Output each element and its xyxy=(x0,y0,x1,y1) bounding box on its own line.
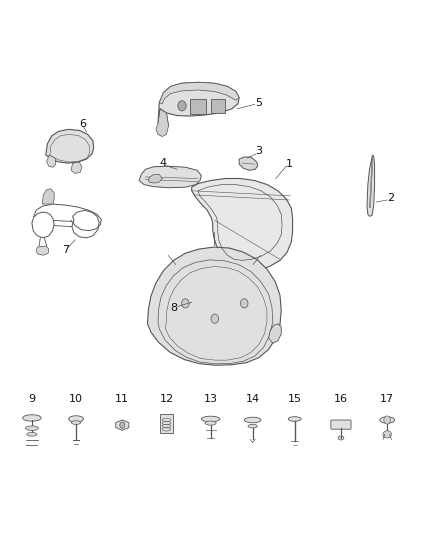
Circle shape xyxy=(120,422,125,428)
Text: 4: 4 xyxy=(160,158,167,168)
FancyBboxPatch shape xyxy=(160,414,173,433)
Text: 5: 5 xyxy=(255,98,262,108)
Ellipse shape xyxy=(338,436,344,440)
Polygon shape xyxy=(148,174,162,183)
Ellipse shape xyxy=(288,417,301,421)
Ellipse shape xyxy=(205,421,216,425)
Polygon shape xyxy=(156,109,169,136)
Ellipse shape xyxy=(248,424,257,428)
FancyBboxPatch shape xyxy=(211,99,225,113)
Text: 6: 6 xyxy=(79,119,86,130)
Polygon shape xyxy=(36,246,49,255)
Ellipse shape xyxy=(25,426,39,431)
Text: 15: 15 xyxy=(288,394,302,403)
Polygon shape xyxy=(159,82,239,104)
Polygon shape xyxy=(158,82,239,123)
Circle shape xyxy=(384,416,391,424)
Polygon shape xyxy=(148,247,281,365)
Polygon shape xyxy=(46,130,94,163)
Text: 12: 12 xyxy=(159,394,173,403)
Text: 7: 7 xyxy=(62,245,69,255)
Ellipse shape xyxy=(201,416,220,422)
Polygon shape xyxy=(42,189,54,204)
Text: 9: 9 xyxy=(28,394,35,403)
Ellipse shape xyxy=(244,417,261,423)
Circle shape xyxy=(182,298,189,308)
FancyBboxPatch shape xyxy=(331,420,351,429)
Text: 10: 10 xyxy=(69,394,83,403)
Polygon shape xyxy=(268,324,281,343)
Ellipse shape xyxy=(380,417,395,423)
Polygon shape xyxy=(139,166,201,188)
Polygon shape xyxy=(71,162,82,173)
Text: 1: 1 xyxy=(286,159,293,169)
Ellipse shape xyxy=(27,432,37,436)
Text: 17: 17 xyxy=(380,394,394,403)
Text: 16: 16 xyxy=(334,394,348,403)
Polygon shape xyxy=(158,109,169,130)
Ellipse shape xyxy=(383,431,392,438)
Polygon shape xyxy=(367,155,374,216)
FancyBboxPatch shape xyxy=(190,99,206,114)
Text: 2: 2 xyxy=(387,193,394,203)
Ellipse shape xyxy=(23,415,41,421)
Ellipse shape xyxy=(69,416,83,422)
Text: 3: 3 xyxy=(255,146,262,156)
Polygon shape xyxy=(239,157,258,171)
Polygon shape xyxy=(192,179,293,271)
Circle shape xyxy=(211,314,219,324)
Text: 14: 14 xyxy=(246,394,260,403)
Text: 13: 13 xyxy=(204,394,218,403)
Circle shape xyxy=(178,101,186,111)
Polygon shape xyxy=(46,155,56,167)
Text: 11: 11 xyxy=(115,394,129,403)
Ellipse shape xyxy=(71,421,81,424)
Circle shape xyxy=(240,298,248,308)
Polygon shape xyxy=(116,420,129,430)
Text: 8: 8 xyxy=(170,303,177,313)
